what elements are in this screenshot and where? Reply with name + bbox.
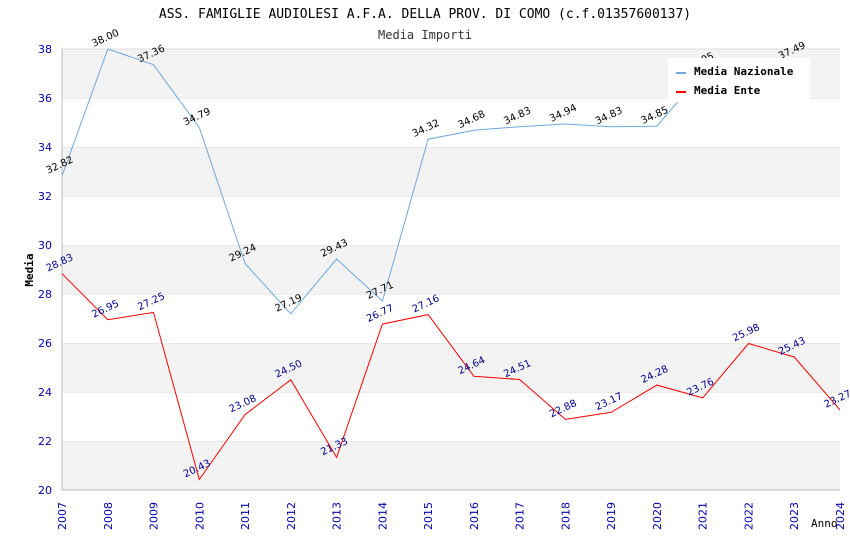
x-tick-label: 2021	[697, 502, 710, 530]
y-tick-label: 34	[38, 141, 52, 154]
x-tick-label: 2010	[193, 502, 206, 530]
x-tick-label: 2016	[468, 502, 481, 530]
y-tick-label: 30	[38, 239, 52, 252]
x-tick-label: 2012	[285, 502, 298, 530]
legend-box	[668, 58, 810, 102]
grid-band	[62, 196, 840, 245]
series-lines	[61, 48, 841, 481]
grid-band	[62, 245, 840, 294]
x-tick-label: 2019	[605, 502, 618, 530]
y-tick-label: 24	[38, 386, 52, 399]
series-line-media-ente	[61, 273, 841, 481]
x-tick-label: 2011	[239, 502, 252, 530]
y-tick-label: 26	[38, 337, 52, 350]
y-tick-label: 22	[38, 435, 52, 448]
y-tick-label: 32	[38, 190, 52, 203]
grid-band	[62, 294, 840, 343]
x-tick-labels: 2007 2008 2009 2010 2011 2012 2013 2014 2015 2016…	[56, 502, 847, 530]
chart-subtitle: Media Importi	[378, 28, 472, 42]
x-tick-label: 2014	[376, 502, 389, 530]
series-line-media-nazionale	[61, 48, 795, 315]
y-tick-labels: 20 22 24 26 28 30 32 34 36 38	[38, 43, 52, 497]
legend: Media Nazionale Media Ente	[668, 58, 810, 102]
x-tick-label: 2024	[834, 502, 847, 530]
legend-label-nazionale: Media Nazionale	[694, 65, 794, 78]
grid-band	[62, 343, 840, 392]
x-tick-label: 2023	[788, 502, 801, 530]
x-tick-label: 2008	[102, 502, 115, 530]
y-axis-label: Media	[23, 253, 36, 286]
y-tick-label: 38	[38, 43, 52, 56]
grid-band	[62, 147, 840, 196]
y-tick-label: 28	[38, 288, 52, 301]
grid-band	[62, 392, 840, 441]
legend-label-ente: Media Ente	[694, 84, 761, 97]
x-tick-label: 2018	[559, 502, 572, 530]
y-tick-label: 36	[38, 92, 52, 105]
chart-title: ASS. FAMIGLIE AUDIOLESI A.F.A. DELLA PRO…	[159, 7, 691, 22]
x-tick-label: 2017	[514, 502, 527, 530]
x-tick-label: 2015	[422, 502, 435, 530]
x-tick-label: 2020	[651, 502, 664, 530]
y-tick-label: 20	[38, 484, 52, 497]
x-axis-label: Anno	[811, 517, 838, 530]
x-tick-label: 2007	[56, 502, 69, 530]
x-tick-label: 2009	[148, 502, 161, 530]
grid-band	[62, 441, 840, 490]
data-label: 38.00	[90, 28, 121, 50]
grid-bands	[62, 48, 840, 490]
grid-band	[62, 98, 840, 147]
x-tick-label: 2013	[331, 502, 344, 530]
x-tick-label: 2022	[742, 502, 755, 530]
